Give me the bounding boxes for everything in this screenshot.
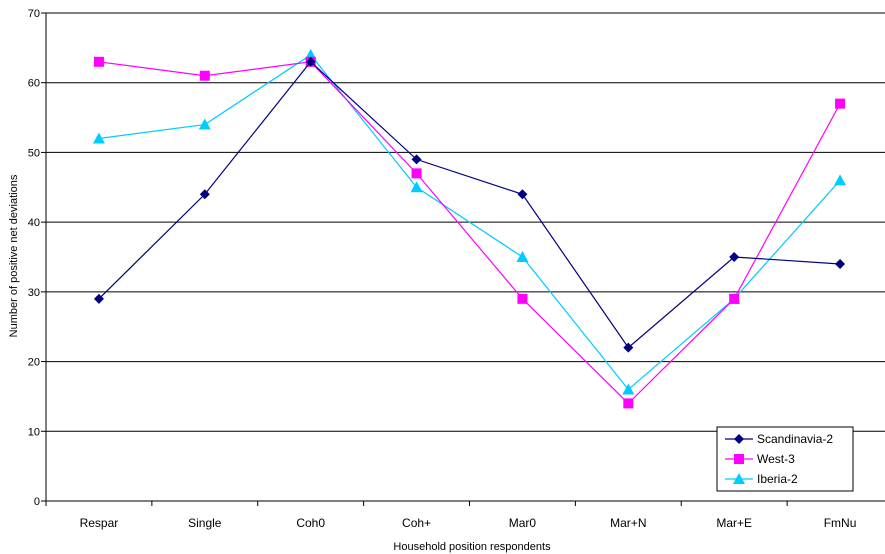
- y-tick-label: 40: [28, 217, 40, 229]
- y-axis-label: Number of positive net deviations: [8, 174, 20, 337]
- data-point: [517, 293, 528, 304]
- data-point: [199, 70, 210, 81]
- y-tick-label: 20: [28, 357, 40, 369]
- data-point: [199, 189, 210, 200]
- y-tick-label: 50: [28, 147, 40, 159]
- data-point: [623, 398, 634, 409]
- data-point: [411, 154, 422, 165]
- x-tick-label: Mar+E: [716, 516, 752, 530]
- y-tick-label: 10: [28, 426, 40, 438]
- x-tick-labels: Respar Single Coh0 Coh+ Mar0 Mar+N Mar+E FmNu: [80, 516, 857, 530]
- legend-marker: [733, 473, 745, 484]
- data-point: [835, 98, 846, 109]
- legend-marker: [734, 434, 744, 444]
- data-point: [411, 168, 422, 179]
- legend-marker: [734, 454, 744, 464]
- series-layer: [92, 48, 847, 409]
- y-tick-label: 30: [28, 287, 40, 299]
- legend-entry: West-3: [725, 452, 795, 466]
- y-tick-label: 0: [34, 496, 40, 508]
- x-tick-label: Respar: [80, 516, 119, 530]
- gridlines: [46, 12, 885, 432]
- y-tick-label: 60: [28, 78, 40, 90]
- data-point: [729, 293, 740, 304]
- data-point: [517, 189, 528, 200]
- data-point: [198, 118, 211, 130]
- data-point: [93, 56, 104, 67]
- data-point: [92, 132, 105, 144]
- y-tick-labels: 0 10 20 30 40 50 60 70: [28, 8, 40, 508]
- axes: [41, 12, 885, 506]
- y-tick-label: 70: [28, 8, 40, 20]
- x-tick-label: FmNu: [824, 516, 857, 530]
- x-tick-label: Mar0: [509, 516, 537, 530]
- data-point: [622, 383, 635, 395]
- data-point: [93, 293, 104, 304]
- legend-label: Iberia-2: [757, 472, 798, 486]
- data-point: [623, 342, 634, 353]
- data-point: [835, 258, 846, 269]
- data-point: [410, 181, 423, 193]
- legend-label: Scandinavia-2: [757, 432, 833, 446]
- legend-label: West-3: [757, 452, 795, 466]
- data-point: [516, 251, 529, 262]
- series-line: [98, 60, 841, 349]
- x-tick-label: Coh0: [296, 516, 325, 530]
- legend-entry: Iberia-2: [725, 472, 798, 486]
- legend: Scandinavia-2 West-3 Iberia-2: [716, 426, 854, 492]
- x-tick-label: Coh+: [402, 516, 431, 530]
- series-scandinavia-2: [93, 56, 846, 353]
- series-line: [98, 61, 841, 405]
- data-point: [305, 56, 316, 67]
- x-tick-label: Single: [188, 516, 222, 530]
- series-line: [98, 54, 841, 391]
- x-tick-label: Mar+N: [610, 516, 646, 530]
- series-west-3: [93, 56, 846, 409]
- data-point: [834, 174, 847, 186]
- legend-entry: Scandinavia-2: [725, 432, 833, 446]
- x-axis-label: Household position respondents: [393, 541, 551, 553]
- data-point: [729, 252, 740, 262]
